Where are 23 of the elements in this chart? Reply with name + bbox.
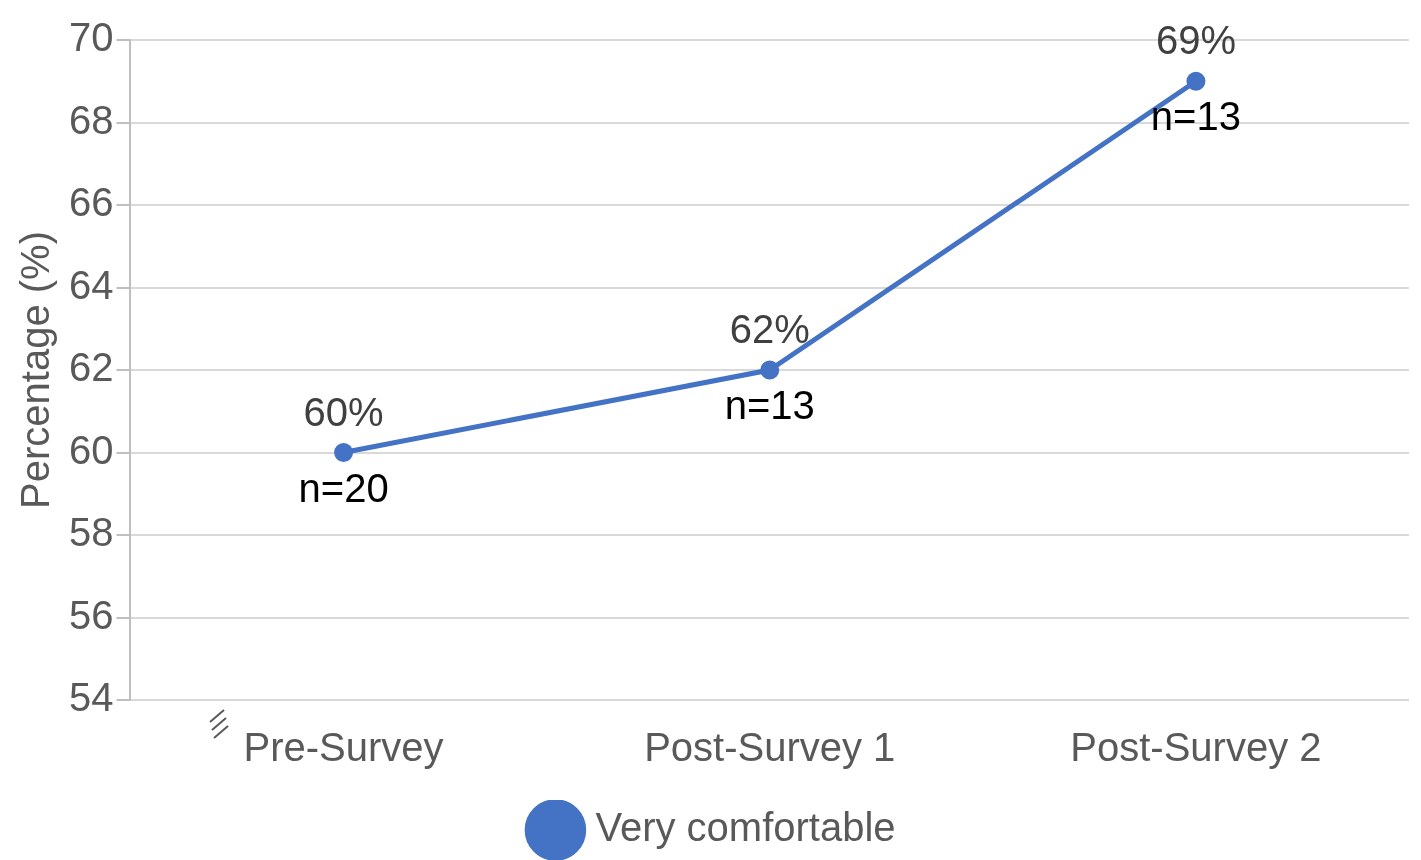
y-tick-label: 62 (68, 345, 114, 390)
y-tick-label: 66 (68, 180, 114, 225)
y-tick-label: 54 (68, 675, 114, 720)
x-tick-label: Post-Survey 1 (644, 725, 896, 770)
data-label: 62% (729, 307, 810, 352)
y-tick-label: 58 (68, 510, 114, 555)
y-tick-label: 68 (68, 97, 114, 142)
x-tick-label: Pre-Survey (243, 725, 444, 770)
point (760, 360, 780, 380)
data-label: 60% (303, 389, 384, 434)
annotation: n=13 (724, 383, 815, 428)
y-axis-title: Percentage (%) (13, 231, 58, 509)
point (334, 443, 354, 462)
y-tick-label: 70 (68, 15, 114, 60)
x-tick-label: Post-Survey 2 (1070, 725, 1322, 770)
point (1186, 71, 1206, 91)
annotation: n=20 (298, 465, 389, 510)
legend-label: Very comfortable (595, 805, 896, 850)
y-tick-label: 60 (68, 427, 114, 472)
annotation: n=13 (1150, 94, 1241, 139)
y-tick-label: 56 (68, 592, 114, 637)
y-tick-label: 64 (68, 262, 114, 307)
data-label: 69% (1155, 18, 1236, 63)
